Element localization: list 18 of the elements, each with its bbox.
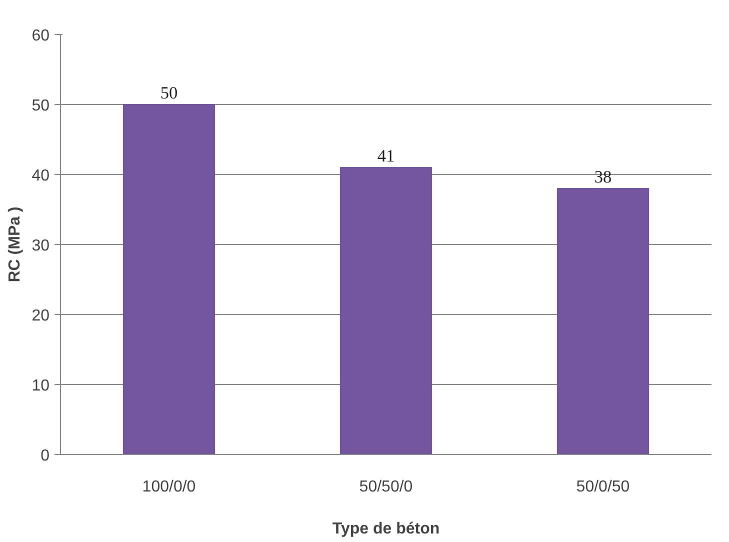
y-tick-label: 10: [32, 378, 50, 394]
y-tick-label: 30: [32, 238, 50, 254]
y-tick-label: 40: [32, 168, 50, 184]
y-tick-label: 60: [32, 28, 50, 44]
data-label: 50: [160, 84, 178, 102]
data-label: 41: [377, 146, 395, 166]
data-label: 38: [594, 168, 612, 186]
bar: [122, 104, 216, 454]
y-tick-label: 0: [40, 448, 50, 464]
bar: [340, 167, 432, 454]
bar: [556, 188, 650, 454]
y-tick-label: 20: [32, 308, 50, 324]
x-tick-label: 50/50/0: [359, 478, 413, 496]
x-axis-title: Type de béton: [332, 520, 440, 538]
y-axis-title: RC (MPa ): [6, 206, 24, 282]
x-tick-label: 100/0/0: [142, 478, 196, 496]
y-tick-label: 50: [32, 98, 50, 114]
x-tick-label: 50/0/50: [576, 478, 630, 496]
